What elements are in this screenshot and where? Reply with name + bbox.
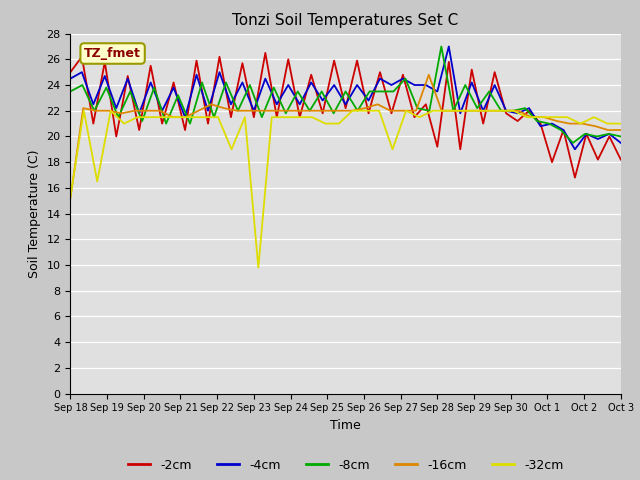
Legend: -2cm, -4cm, -8cm, -16cm, -32cm: -2cm, -4cm, -8cm, -16cm, -32cm	[123, 454, 568, 477]
Y-axis label: Soil Temperature (C): Soil Temperature (C)	[28, 149, 41, 278]
Text: TZ_fmet: TZ_fmet	[84, 47, 141, 60]
Title: Tonzi Soil Temperatures Set C: Tonzi Soil Temperatures Set C	[232, 13, 459, 28]
X-axis label: Time: Time	[330, 419, 361, 432]
